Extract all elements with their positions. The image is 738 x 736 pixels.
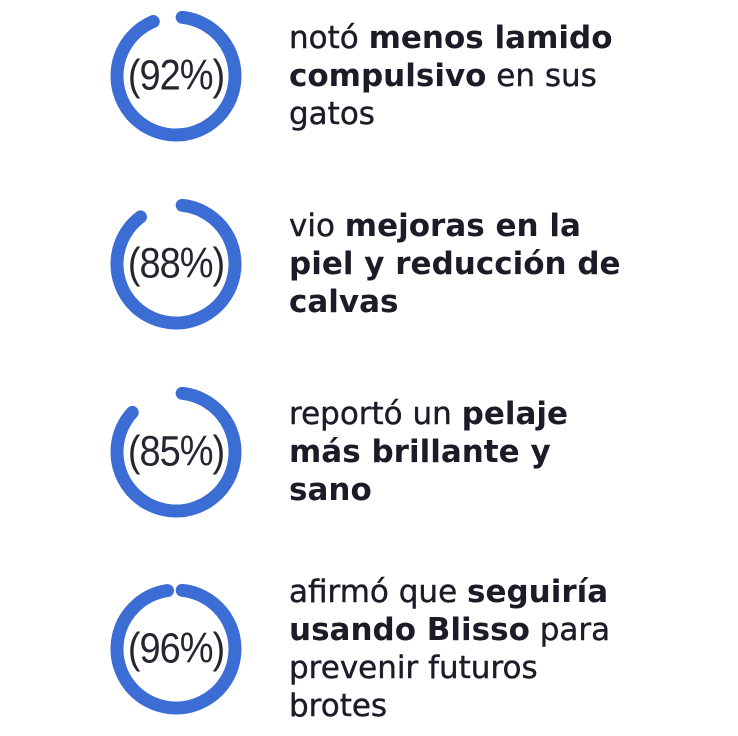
text-segment: afirmó que: [289, 574, 467, 610]
ring-arc-85: [110, 386, 242, 518]
text-segment: reportó un: [289, 396, 462, 432]
text-line: reportó un pelaje: [289, 395, 568, 433]
ring-arc-88: [110, 198, 242, 330]
progress-ring-96: (96%): [109, 582, 243, 716]
text-segment: en sus: [486, 58, 597, 94]
donut-chart-88: [110, 198, 242, 330]
stat-description-88: vio mejoras en la piel y reducción de ca…: [289, 207, 621, 321]
text-segment: vio: [289, 208, 345, 244]
progress-ring-88: (88%): [109, 197, 243, 331]
text-segment-bold: sano: [289, 472, 372, 508]
percent-label-96: (96%): [127, 624, 225, 672]
text-line: sano: [289, 471, 568, 509]
text-line: prevenir futuros: [289, 649, 610, 687]
text-line: piel y reducción de: [289, 245, 621, 283]
text-segment-bold: piel y reducción de: [289, 246, 621, 282]
text-segment-bold: usando Blisso: [289, 612, 530, 648]
ring-arc-96: [110, 583, 242, 715]
stat-item-pelaje: (85%) reportó un pelaje más brillante y …: [109, 385, 738, 519]
stat-item-blisso: (96%) afirmó que seguiría usando Blisso …: [109, 573, 738, 725]
text-line: usando Blisso para: [289, 611, 610, 649]
ring-arc-92: [110, 10, 242, 142]
stat-item-piel: (88%) vio mejoras en la piel y reducción…: [109, 197, 738, 331]
text-segment: para: [529, 612, 611, 648]
stat-description-92: notó menos lamido compulsivo en sus gato…: [289, 19, 613, 133]
stat-item-lamido: (92%) notó menos lamido compulsivo en su…: [109, 9, 738, 143]
text-segment-bold: seguiría: [467, 574, 609, 610]
text-line: compulsivo en sus: [289, 57, 613, 95]
text-segment-bold: mejoras en la: [344, 208, 581, 244]
progress-ring-92: (92%): [109, 9, 243, 143]
donut-chart-85: [110, 386, 242, 518]
text-line: brotes: [289, 687, 610, 725]
percent-label-85: (85%): [127, 427, 225, 475]
text-segment-bold: más brillante y: [289, 434, 551, 470]
text-segment: brotes: [289, 688, 388, 724]
text-line: calvas: [289, 283, 621, 321]
stat-description-85: reportó un pelaje más brillante y sano: [289, 395, 568, 509]
percent-label-92: (92%): [127, 51, 225, 99]
text-segment-bold: compulsivo: [289, 58, 487, 94]
text-segment-bold: calvas: [289, 284, 399, 320]
text-segment-bold: pelaje: [461, 396, 569, 432]
stat-description-96: afirmó que seguiría usando Blisso para p…: [289, 573, 611, 725]
donut-chart-96: [110, 583, 242, 715]
text-segment-bold: menos lamido: [368, 20, 613, 56]
text-line: afirmó que seguiría: [289, 573, 610, 611]
text-line: notó menos lamido: [289, 19, 613, 57]
text-line: más brillante y: [289, 433, 568, 471]
text-line: gatos: [289, 95, 613, 133]
donut-chart-92: [110, 10, 242, 142]
percent-label-88: (88%): [127, 239, 225, 287]
text-segment: gatos: [289, 96, 375, 132]
text-segment: prevenir futuros: [289, 650, 538, 686]
text-line: vio mejoras en la: [289, 207, 621, 245]
text-segment: notó: [289, 20, 369, 56]
progress-ring-85: (85%): [109, 385, 243, 519]
